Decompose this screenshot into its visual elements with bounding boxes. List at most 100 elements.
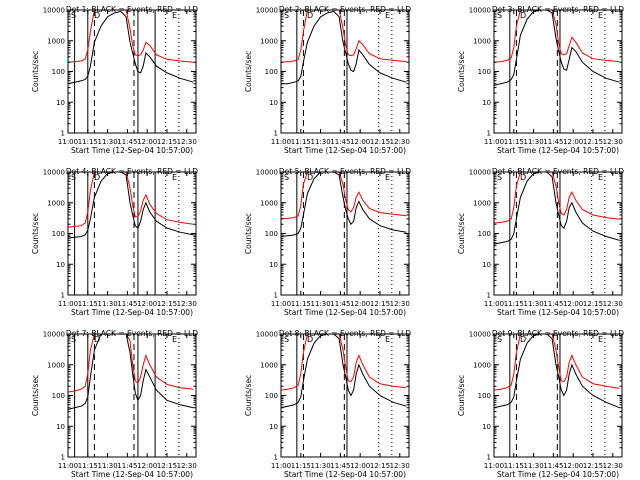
x-tick-label: 12:15 (370, 138, 390, 146)
panel-title-det: Det 5 (279, 167, 300, 176)
y-axis-label: Counts/sec (31, 51, 40, 92)
x-tick-label: 11:00 (484, 462, 504, 470)
marker-label: E (598, 335, 603, 344)
marker-label: S (497, 173, 502, 182)
y-tick-label: 1 (274, 292, 278, 300)
x-tick-label: 11:15 (504, 462, 524, 470)
lld-series-line (494, 334, 620, 391)
panel-title-sep: : (299, 167, 304, 176)
panel-det-5: 11:00 11:15 11:30 11:45 12:00 12:15 12:30 1 10 10… (244, 167, 411, 317)
y-tick-label: 1 (487, 454, 491, 462)
x-tick-label: 11:30 (97, 300, 117, 308)
x-tick-label: 11:30 (523, 300, 543, 308)
y-tick-label: 1000 (473, 37, 491, 45)
x-tick-label: 11:45 (117, 138, 137, 146)
panel-det-4: 11:00 11:15 11:30 11:45 12:00 12:15 12:30 1 10 10… (31, 167, 198, 317)
y-tick-label: 10000 (43, 169, 65, 177)
x-tick-label: 11:15 (504, 300, 524, 308)
y-tick-label: 10000 (43, 7, 65, 15)
panel-title-det: Det 2 (279, 5, 300, 14)
y-tick-label: 10 (482, 99, 491, 107)
plot-frame (67, 333, 197, 458)
x-tick-label: 12:30 (177, 462, 197, 470)
events-series-line (281, 334, 407, 409)
y-tick-label: 10000 (256, 169, 278, 177)
panel-title-legend: BLACK = Events, RED = LLD (517, 5, 624, 14)
x-tick-label: 11:45 (117, 300, 137, 308)
y-axis-label: Counts/sec (457, 51, 466, 92)
x-tick-label: 12:00 (563, 300, 583, 308)
x-tick-label: 12:15 (157, 462, 177, 470)
marker-label: S (71, 335, 76, 344)
y-tick-label: 1000 (473, 361, 491, 369)
x-axis-label: Start Time (12-Sep-04 10:57:00) (71, 146, 193, 155)
x-tick-label: 11:00 (58, 138, 78, 146)
plot-frame (493, 9, 623, 134)
marker-label: E (385, 11, 390, 20)
panel-title-legend: BLACK = Events, RED = LLD (91, 167, 198, 176)
x-tick-label: 11:15 (291, 300, 311, 308)
panel-det-8: 11:00 11:15 11:30 11:45 12:00 12:15 12:30 1 10 10… (244, 329, 411, 479)
y-axis-label: Counts/sec (457, 213, 466, 254)
x-tick-label: 11:00 (484, 138, 504, 146)
y-tick-label: 100 (265, 68, 278, 76)
marker-label: S (284, 11, 289, 20)
y-tick-label: 1000 (260, 37, 278, 45)
y-tick-label: 1000 (47, 361, 65, 369)
events-series-line (68, 10, 194, 85)
y-tick-label: 1 (61, 454, 65, 462)
panel-title: Det 5: BLACK = Events, RED = LLD (279, 167, 411, 176)
x-tick-label: 11:30 (523, 462, 543, 470)
x-tick-label: 12:00 (137, 138, 157, 146)
y-tick-label: 10000 (469, 169, 491, 177)
x-tick-label: 11:00 (271, 300, 291, 308)
lld-series-line (494, 10, 620, 63)
y-tick-label: 1 (61, 130, 65, 138)
x-tick-label: 12:15 (157, 300, 177, 308)
lld-series-line (281, 10, 407, 63)
panel-title-legend: BLACK = Events, RED = LLD (91, 329, 198, 338)
marker-label: S (497, 11, 502, 20)
plot-frame (67, 9, 197, 134)
y-tick-label: 10000 (469, 331, 491, 339)
events-series-line (494, 334, 620, 409)
y-axis-label: Counts/sec (31, 213, 40, 254)
x-tick-label: 11:15 (78, 462, 98, 470)
x-tick-label: 11:00 (271, 462, 291, 470)
x-tick-label: 11:45 (543, 138, 563, 146)
x-tick-label: 11:15 (504, 138, 524, 146)
y-tick-label: 10 (269, 423, 278, 431)
y-tick-label: 100 (478, 68, 491, 76)
x-tick-label: 11:30 (97, 138, 117, 146)
y-tick-label: 10000 (256, 7, 278, 15)
lld-series-line (68, 10, 194, 63)
x-tick-label: 12:15 (583, 462, 603, 470)
x-tick-label: 12:30 (177, 300, 197, 308)
x-tick-label: 11:15 (78, 138, 98, 146)
marker-label: D (94, 11, 100, 20)
x-tick-label: 12:00 (563, 462, 583, 470)
x-axis-label: Start Time (12-Sep-04 10:57:00) (497, 470, 619, 479)
panel-title-sep: : (512, 167, 517, 176)
x-tick-label: 12:00 (350, 300, 370, 308)
panel-title-det: Det 6 (492, 167, 513, 176)
x-tick-label: 12:15 (370, 300, 390, 308)
y-axis-label: Counts/sec (244, 375, 253, 416)
plot-frame (280, 333, 410, 458)
panel-title-legend: BLACK = Events, RED = LLD (91, 5, 198, 14)
panel-title-det: Det 4 (66, 167, 87, 176)
plot-frame (280, 9, 410, 134)
x-tick-label: 11:45 (330, 462, 350, 470)
y-tick-label: 100 (478, 230, 491, 238)
panel-det-2: 11:00 11:15 11:30 11:45 12:00 12:15 12:30 1 10 10… (244, 5, 411, 155)
marker-label: E (385, 335, 390, 344)
panel-title-legend: BLACK = Events, RED = LLD (517, 167, 624, 176)
marker-label: E (172, 11, 177, 20)
panel-title: Det 3: BLACK = Events, RED = LLD (492, 5, 624, 14)
lld-series-line (281, 172, 407, 220)
panel-title-sep: : (86, 5, 91, 14)
panel-title-sep: : (86, 167, 91, 176)
marker-label: D (520, 173, 526, 182)
events-series-line (281, 10, 407, 85)
